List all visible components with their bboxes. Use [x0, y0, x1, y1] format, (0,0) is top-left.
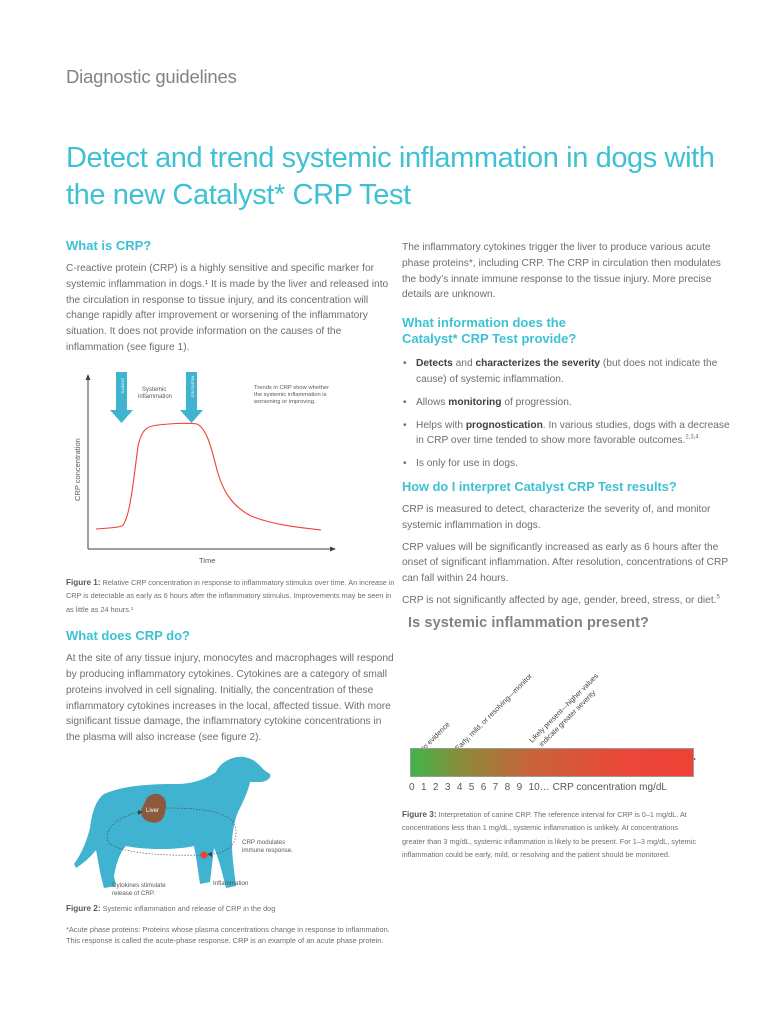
what-information-heading-line1: What information does the: [402, 315, 566, 331]
figure-1-label: Figure 1:: [66, 577, 101, 587]
tick-label: 10…: [528, 781, 550, 793]
interpret-p3: CRP is not significantly affected by age…: [402, 593, 732, 609]
crp-gradient-bar: [410, 747, 694, 777]
tick-label: 3: [444, 781, 451, 793]
arrow-start-text: STARTS: [121, 378, 126, 394]
left-column: What is CRP? C-reactive protein (CRP) is…: [66, 238, 396, 946]
interpret-heading: How do I interpret Catalyst CRP Test res…: [402, 478, 677, 494]
figure-3-title: Is systemic inflammation present?: [408, 614, 650, 631]
tick-label: 0: [409, 781, 415, 793]
arrow-resolved-text: RESOLVED: [191, 376, 196, 398]
tick-label: 4: [456, 781, 463, 793]
interpret-p2: CRP values will be significantly increas…: [402, 541, 728, 585]
bold-text: characterizes the severity: [475, 358, 601, 370]
citation-superscript: 5: [716, 594, 720, 601]
tick-label: 7: [492, 781, 499, 793]
interpret-p1: CRP is measured to detect, characterize …: [402, 503, 711, 531]
y-axis-label: CRP concentration: [73, 438, 82, 501]
capabilities-list: Detects and characterizes the severity (…: [402, 356, 732, 472]
liver-shape: [141, 793, 166, 823]
list-text: Helps with: [416, 419, 466, 431]
figure-2-label: Figure 2:: [66, 904, 101, 914]
list-text: Allows: [416, 396, 449, 408]
inflammation-dot: [200, 851, 208, 859]
right-column: The inflammatory cytokines trigger the l…: [402, 240, 732, 859]
list-item: Allows monitoring of progression.: [402, 395, 732, 411]
resolved-arrow-icon: [180, 371, 203, 423]
cytokines-label-line1: Cytokines stimulate: [112, 882, 166, 889]
what-does-crp-do-heading: What does CRP do?: [66, 628, 190, 644]
modulates-label-line1: CRP modulates: [242, 839, 285, 846]
list-text: (but does not indicate the cause) of sys…: [416, 358, 718, 385]
figure-1-crp-curve: STARTS RESOLVED Systemic inflammation Tr…: [66, 366, 336, 576]
what-is-crp-heading: What is CRP?: [66, 238, 152, 253]
trend-note-line3: worsening or improving.: [253, 399, 316, 405]
tick-label: 1: [420, 781, 427, 793]
list-item: Detects and characterizes the severity (…: [402, 356, 732, 388]
likely-present-label-line1: Likely present—higher values: [527, 671, 600, 744]
what-does-crp-do-text: At the site of any tissue injury, monocy…: [66, 653, 394, 744]
tick-label: 2: [432, 781, 439, 793]
dog-silhouette: [74, 756, 271, 889]
figure-3-caption: Figure 3: Interpretation of canine CRP. …: [402, 808, 702, 862]
figure-1-caption-text: Relative CRP concentration in response t…: [66, 577, 395, 614]
figure-1-caption: Figure 1: Relative CRP concentration in …: [66, 576, 396, 617]
figure-2-dog-diagram: Liver CRP modulates immune response. Inf…: [66, 752, 386, 902]
inflammation-label: Inflammation: [213, 880, 249, 887]
cytokines-label-line2: release of CRP.: [112, 890, 155, 897]
figure-3-label: Figure 3:: [402, 809, 437, 819]
tick-label: 6: [480, 781, 487, 793]
tick-label: 9: [516, 781, 523, 793]
figure-2-caption: Figure 2: Systemic inflammation and rele…: [66, 902, 396, 916]
page-title: Detect and trend systemic inflammation i…: [66, 142, 715, 211]
list-text: . In various studies, dogs with a decrea…: [416, 419, 730, 447]
trend-note-line1: Trends in CRP show whether: [254, 385, 329, 391]
liver-label: Liver: [146, 808, 159, 814]
crp-scale-ticks: 0 1 2 3 4 5 6 7 8 9 10… CRP concentration mg/dL: [409, 782, 673, 793]
crp-curve-chart: STARTS RESOLVED Systemic inflammation Tr…: [73, 371, 336, 565]
list-item: Helps with prognostication. In various s…: [402, 418, 732, 450]
early-monitor-label: Early, mild, or resolving—monitor: [453, 671, 534, 752]
acute-phase-footnote: *Acute phase proteins: Proteins whose pl…: [66, 924, 390, 945]
trend-note-line2: the systemic inflammation is: [254, 392, 327, 398]
tick-label: 8: [504, 781, 511, 793]
x-axis-label: Time: [199, 556, 215, 565]
list-text: and: [452, 358, 476, 370]
citation-superscript: 2,3,4: [685, 434, 699, 441]
bold-text: prognostication: [465, 419, 543, 431]
list-item: Is only for use in dogs.: [402, 456, 732, 472]
unit-label: CRP concentration mg/dL: [552, 781, 667, 793]
tick-label: 5: [468, 781, 475, 793]
systemic-label: Systemic: [142, 387, 166, 393]
dog-illustration: Liver CRP modulates immune response. Inf…: [74, 756, 293, 897]
starts-arrow-icon: [110, 371, 133, 423]
what-information-heading-line2: Catalyst* CRP Test provide?: [402, 331, 577, 347]
crp-curve-line: [95, 422, 322, 531]
bold-text: monitoring: [448, 396, 502, 408]
list-text: Is only for use in dogs.: [416, 458, 518, 470]
figure-2-caption-text: Systemic inflammation and release of CRP…: [100, 904, 276, 914]
modulates-label-line2: immune response.: [242, 847, 293, 854]
bold-text: Detects: [416, 358, 453, 370]
interpret-p3-text: CRP is not significantly affected by age…: [402, 594, 717, 606]
figure-3-crp-scale: No evidence Early, mild, or resolving—mo…: [402, 631, 702, 859]
list-text: of progression.: [501, 396, 572, 408]
inflammation-label: inflammation: [138, 394, 172, 400]
what-information-heading: What information does the Catalyst* CRP …: [402, 315, 732, 347]
what-is-crp-text: C-reactive protein (CRP) is a highly sen…: [66, 263, 389, 353]
cytokines-intro-text: The inflammatory cytokines trigger the l…: [402, 242, 721, 301]
figure-3-caption-text: Interpretation of canine CRP. The refere…: [402, 809, 697, 860]
page-kicker: Diagnostic guidelines: [66, 66, 237, 87]
